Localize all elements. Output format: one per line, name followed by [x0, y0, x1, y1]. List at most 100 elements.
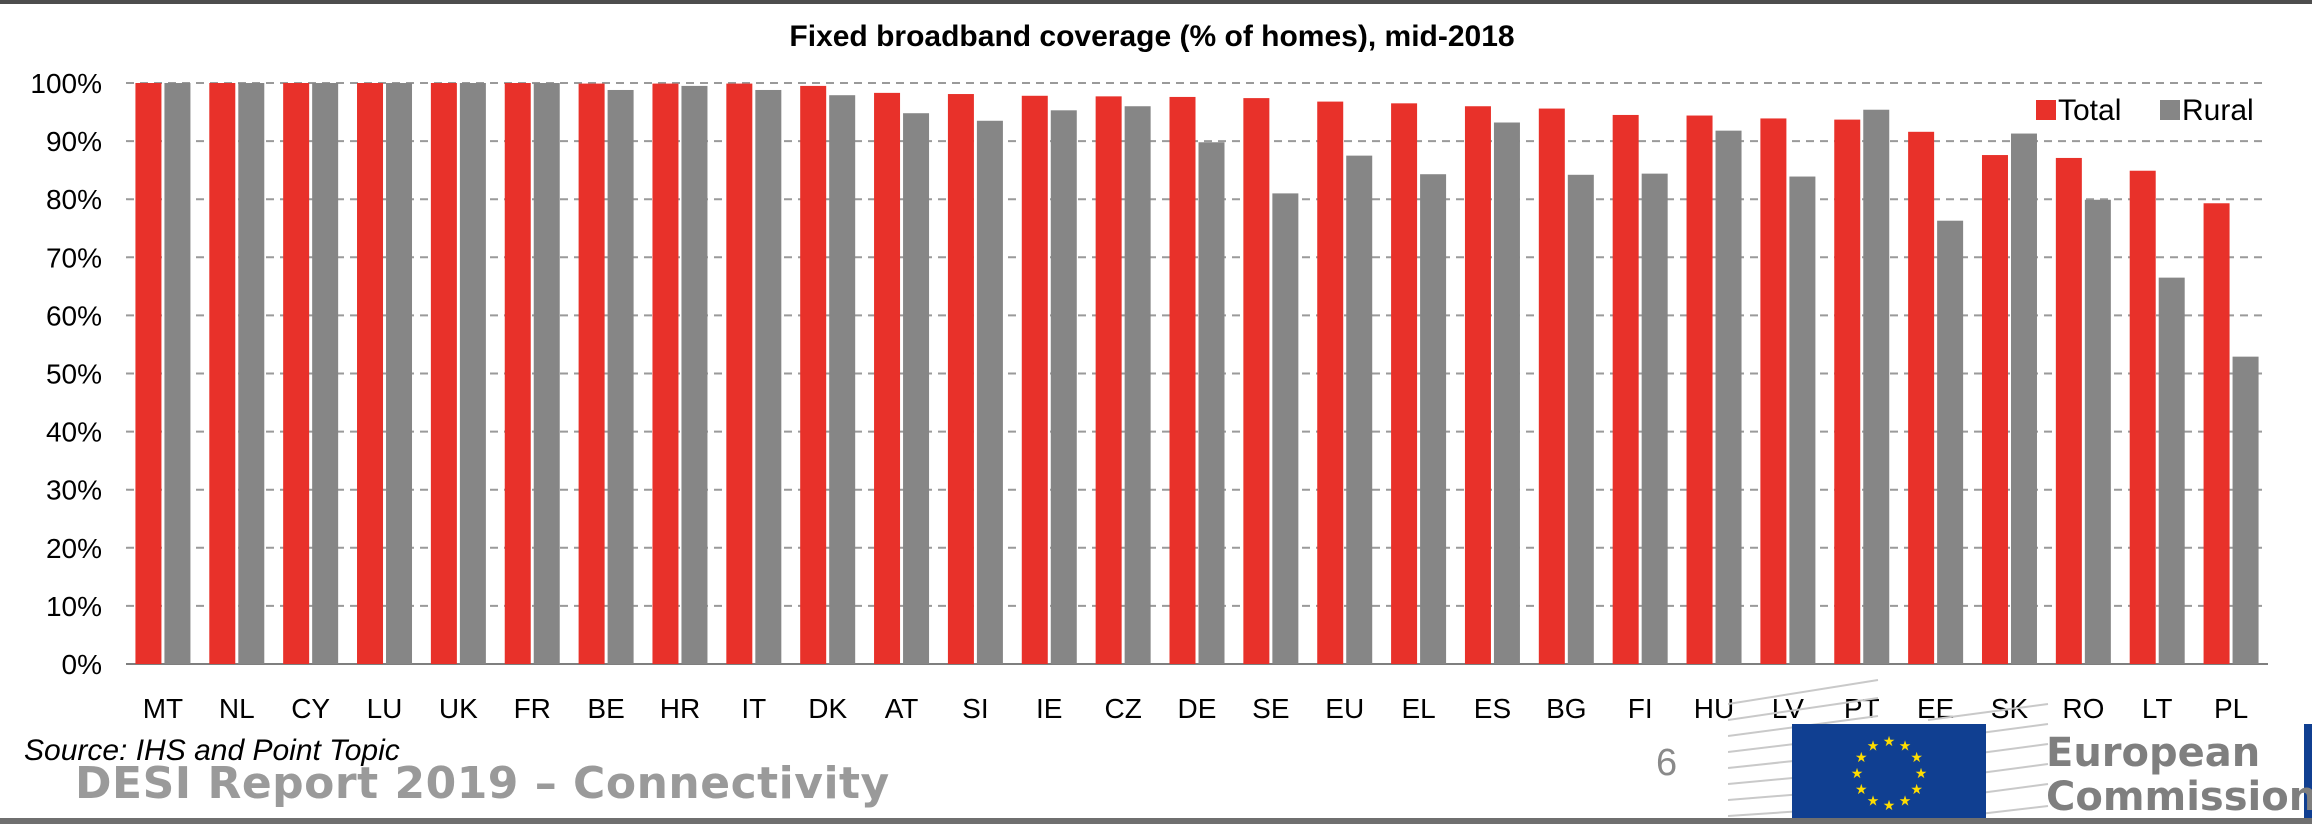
- x-tick-label: HR: [660, 693, 700, 724]
- bar-total-uk: [430, 83, 457, 664]
- bar-total-be: [578, 83, 605, 665]
- bar-rural-cy: [312, 83, 339, 664]
- x-tick-label: CY: [291, 693, 330, 724]
- bar-rural-ro: [2084, 199, 2111, 664]
- y-tick-label: 100%: [30, 68, 102, 99]
- bar-total-mt: [135, 83, 162, 664]
- x-tick-label: LU: [367, 693, 403, 724]
- y-tick-label: 40%: [46, 417, 102, 448]
- bar-total-si: [947, 94, 974, 664]
- logo-accent-bar: [2304, 724, 2312, 824]
- bar-rural-sk: [2010, 133, 2037, 664]
- bar-rural-se: [1272, 193, 1299, 664]
- bar-rural-hr: [681, 85, 708, 664]
- x-tick-label: FI: [1628, 693, 1653, 724]
- logo-text-line1: European: [2046, 730, 2261, 776]
- bar-rural-it: [755, 89, 782, 665]
- x-tick-label: SE: [1252, 693, 1289, 724]
- bar-total-at: [874, 92, 901, 664]
- bar-rural-at: [903, 113, 930, 665]
- bar-rural-fr: [533, 83, 560, 664]
- bar-rural-be: [607, 89, 634, 665]
- eu-star: ★: [1910, 782, 1923, 798]
- bar-total-hu: [1686, 115, 1713, 664]
- legend: Total Rural: [2036, 94, 2254, 127]
- eu-stars: ★ ★★★★★★★★★★★: [1851, 734, 1928, 814]
- x-tick-label: LV: [1772, 693, 1804, 724]
- legend-swatch-rural: [2160, 100, 2180, 120]
- x-tick-label: NL: [219, 693, 255, 724]
- eu-star: ★: [1855, 750, 1868, 766]
- x-tick-label: ES: [1474, 693, 1511, 724]
- bar-total-hr: [652, 83, 679, 665]
- bar-rural-cz: [1124, 106, 1151, 665]
- y-tick-label: 0%: [62, 649, 102, 680]
- x-tick-label: UK: [439, 693, 478, 724]
- bottom-rule: [0, 818, 2312, 824]
- bar-total-sk: [1981, 155, 2008, 664]
- bar-total-nl: [209, 83, 236, 664]
- y-axis-ticks: 0% 10% 20% 30% 40% 50% 60% 70% 80% 90% 100%: [30, 68, 102, 680]
- eu-star: ★: [1867, 738, 1880, 754]
- bar-total-cy: [283, 83, 310, 664]
- bar-rural-el: [1420, 174, 1447, 665]
- bar-rural-uk: [459, 83, 486, 664]
- bar-rural-fi: [1641, 173, 1668, 665]
- eu-star: ★: [1867, 794, 1880, 810]
- x-tick-label: MT: [143, 693, 183, 724]
- bar-total-de: [1169, 96, 1196, 665]
- bar-rural-lu: [386, 83, 413, 664]
- bar-total-el: [1391, 103, 1418, 664]
- bar-total-lt: [2129, 170, 2156, 664]
- x-tick-label: EL: [1401, 693, 1435, 724]
- bar-series: [135, 83, 2259, 665]
- bar-rural-es: [1493, 122, 1520, 665]
- bar-chart: Fixed broadband coverage (% of homes), m…: [30, 20, 2268, 724]
- bar-total-lv: [1760, 118, 1787, 665]
- eu-star: ★: [1899, 738, 1912, 754]
- bar-total-pl: [2203, 203, 2230, 664]
- bar-rural-ee: [1937, 220, 1964, 664]
- bar-total-ie: [1021, 95, 1048, 665]
- y-tick-label: 60%: [46, 300, 102, 331]
- bar-rural-mt: [164, 83, 191, 664]
- x-tick-label: DE: [1178, 693, 1217, 724]
- x-tick-label: EU: [1325, 693, 1364, 724]
- bar-total-cz: [1095, 96, 1122, 665]
- source-note: Source: IHS and Point Topic: [24, 734, 400, 767]
- bar-rural-dk: [829, 95, 856, 665]
- bar-total-es: [1464, 106, 1491, 665]
- eu-star: ★: [1851, 766, 1864, 782]
- bar-total-se: [1243, 98, 1270, 664]
- legend-swatch-total: [2036, 100, 2056, 120]
- eu-flag: [1792, 724, 1986, 822]
- bar-rural-pt: [1863, 109, 1890, 664]
- eu-star: ★: [1883, 798, 1896, 814]
- bar-rural-nl: [238, 83, 265, 664]
- x-tick-label: SI: [962, 693, 988, 724]
- legend-label-total: Total: [2058, 94, 2121, 127]
- y-tick-label: 70%: [46, 242, 102, 273]
- chart-title: Fixed broadband coverage (% of homes), m…: [789, 20, 1514, 53]
- bar-rural-pl: [2232, 356, 2259, 664]
- x-tick-label: BG: [1546, 693, 1586, 724]
- european-commission-logo: ★ ★★★★★★★★★★★: [1728, 679, 2312, 824]
- y-tick-label: 20%: [46, 533, 102, 564]
- bar-rural-lt: [2158, 277, 2185, 664]
- bar-rural-eu: [1346, 155, 1373, 664]
- x-tick-label: FR: [514, 693, 551, 724]
- page-number: 6: [1656, 742, 1678, 784]
- bar-total-fr: [504, 83, 531, 664]
- x-tick-label: IE: [1036, 693, 1062, 724]
- report-title: DESI Report 2019 – Connectivity: [75, 758, 890, 809]
- bar-rural-si: [976, 120, 1003, 664]
- bar-total-eu: [1317, 101, 1344, 665]
- x-tick-label: BE: [587, 693, 624, 724]
- y-tick-label: 30%: [46, 475, 102, 506]
- eu-star: ★: [1855, 782, 1868, 798]
- bar-rural-bg: [1567, 174, 1594, 664]
- bar-total-pt: [1834, 119, 1861, 664]
- bar-total-ee: [1908, 131, 1935, 664]
- eu-star: ★: [1915, 766, 1928, 782]
- bar-rural-ie: [1050, 110, 1077, 664]
